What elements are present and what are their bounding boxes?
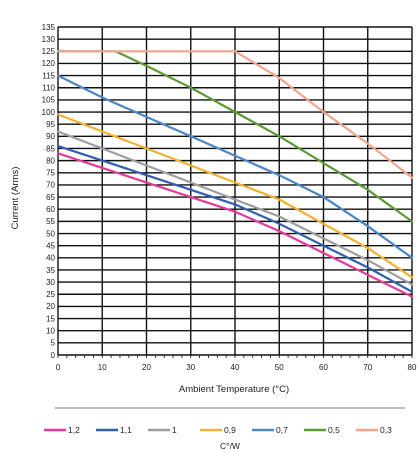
x-tick-label: 40 — [231, 363, 240, 372]
y-tick-label: 0 — [51, 351, 56, 360]
y-tick-label: 65 — [46, 193, 55, 202]
series-line — [56, 152, 414, 298]
legend-label: 0,3 — [380, 425, 392, 435]
y-tick-label: 40 — [46, 254, 55, 263]
y-tick-label: 110 — [42, 84, 55, 93]
series-line — [56, 130, 414, 286]
x-tick-label: 20 — [142, 363, 151, 372]
y-tick-label: 60 — [46, 205, 55, 214]
x-axis-title: Ambient Temperature (°C) — [179, 384, 289, 395]
y-tick-label: 130 — [42, 35, 56, 44]
y-tick-label: 45 — [46, 241, 55, 250]
y-tick-label: 55 — [46, 217, 55, 226]
y-tick-label: 20 — [46, 302, 55, 311]
y-tick-label: 135 — [42, 23, 56, 32]
x-tick-label: 30 — [186, 363, 195, 372]
y-tick-label: 70 — [46, 181, 55, 190]
y-tick-label: 105 — [42, 96, 56, 105]
x-tick-label: 10 — [98, 363, 107, 372]
series-lines — [56, 50, 414, 298]
legend-label: 1,2 — [68, 425, 80, 435]
y-axis-title: Current (Arms) — [10, 167, 21, 230]
y-tick-label: 75 — [46, 169, 55, 178]
y-tick-label: 80 — [46, 156, 55, 165]
series-line — [56, 145, 414, 293]
series-line — [56, 50, 414, 179]
x-tick-label: 80 — [408, 363, 417, 372]
legend-label: 1 — [172, 425, 177, 435]
series-line — [56, 113, 414, 279]
legend-label: 0,7 — [276, 425, 288, 435]
legend-label: 0,5 — [328, 425, 340, 435]
legend-label: 0,9 — [224, 425, 236, 435]
y-tick-label: 85 — [46, 144, 55, 153]
series-line — [56, 74, 414, 259]
y-tick-label: 10 — [46, 327, 55, 336]
y-tick-label: 35 — [46, 266, 55, 275]
y-tick-label: 95 — [46, 120, 55, 129]
tick-labels: 0 5 10 15 20 25 30 35 40 45 50 55 60 65 70 75 80 85 90 95 10… — [42, 23, 417, 372]
series-line — [56, 50, 414, 223]
legend-title: C°/W — [220, 441, 240, 451]
x-tick-label: 60 — [319, 363, 328, 372]
y-tick-label: 90 — [46, 132, 55, 141]
y-tick-label: 50 — [46, 229, 55, 238]
y-tick-label: 15 — [46, 314, 55, 323]
y-tick-label: 115 — [42, 71, 55, 80]
x-tick-label: 70 — [363, 363, 372, 372]
y-tick-label: 5 — [51, 339, 56, 348]
x-tick-label: 50 — [275, 363, 284, 372]
y-tick-label: 120 — [42, 59, 56, 68]
legend: 1,2 1,1 1 0,9 0,7 0,5 0,3 — [44, 425, 392, 435]
x-tick-label: 0 — [56, 363, 61, 372]
y-tick-label: 125 — [42, 47, 56, 56]
y-tick-label: 100 — [42, 108, 56, 117]
y-tick-label: 30 — [46, 278, 55, 287]
legend-label: 1,1 — [120, 425, 132, 435]
grid — [57, 26, 413, 358]
y-tick-label: 25 — [46, 290, 55, 299]
